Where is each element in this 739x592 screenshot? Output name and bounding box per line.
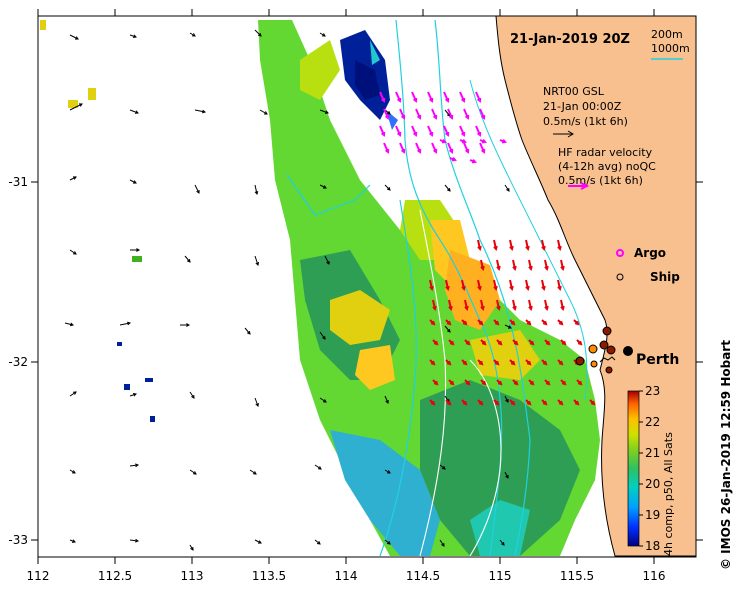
colorbar-tick-labels: 18 19 20 21 22 23 bbox=[645, 384, 660, 553]
x-tick-label: 114 bbox=[335, 569, 358, 583]
colorbar-ticks bbox=[639, 390, 643, 547]
colorbar-tick-label: 21 bbox=[645, 446, 660, 460]
current-vectors-scale: 0.5m/s (1kt 6h) bbox=[543, 115, 628, 128]
perth-label: Perth bbox=[636, 352, 679, 368]
colorbar-tick-label: 20 bbox=[645, 477, 660, 491]
isobath-lines bbox=[286, 19, 531, 557]
x-tick-label: 112 bbox=[27, 569, 50, 583]
hf-radar-vectors bbox=[379, 91, 507, 164]
land-australia bbox=[495, 16, 696, 557]
x-tick-label: 112.5 bbox=[98, 569, 132, 583]
x-tick-label: 113.5 bbox=[252, 569, 286, 583]
x-tick-label: 113 bbox=[181, 569, 204, 583]
plot-frame bbox=[37, 15, 697, 558]
axis-ticks bbox=[31, 9, 703, 564]
footer-credit: © IMOS 26-Jan-2019 12:59 Hobart bbox=[719, 340, 733, 570]
current-vectors-label: NRT00 GSL bbox=[543, 85, 605, 98]
perth-coast-mark bbox=[599, 356, 616, 363]
x-tick-label: 116 bbox=[643, 569, 666, 583]
hf-radar-vectors-red bbox=[429, 239, 596, 406]
x-tick-label: 114.5 bbox=[406, 569, 440, 583]
colorbar-tick-label: 19 bbox=[645, 508, 660, 522]
colorbar bbox=[627, 390, 640, 547]
colorbar-tick-label: 18 bbox=[645, 539, 660, 553]
x-tick-label: 115.5 bbox=[560, 569, 594, 583]
x-axis-labels: 112 112.5 113 113.5 114 114.5 115 115.5 … bbox=[27, 569, 666, 583]
argo-legend-label: Argo bbox=[634, 246, 666, 260]
current-vectors-date: 21-Jan 00:00Z bbox=[543, 100, 622, 113]
colorbar-tick-label: 23 bbox=[645, 384, 660, 398]
y-tick-label: -33 bbox=[8, 533, 28, 547]
x-tick-label: 115 bbox=[489, 569, 512, 583]
scale-200m-label: 200m bbox=[651, 28, 683, 41]
y-axis-labels: -31 -32 -33 bbox=[8, 175, 28, 547]
map-plot-area bbox=[38, 16, 696, 557]
colorbar-tick-label: 22 bbox=[645, 415, 660, 429]
current-vectors bbox=[64, 29, 512, 551]
ship-markers bbox=[575, 326, 633, 374]
hf-radar-label: HF radar velocity bbox=[558, 146, 653, 159]
y-tick-label: -32 bbox=[8, 355, 28, 369]
ship-marker-icon bbox=[616, 273, 624, 281]
ship-legend-label: Ship bbox=[650, 270, 680, 284]
scale-1000m-label: 1000m bbox=[651, 42, 690, 55]
map-title: 21-Jan-2019 20Z bbox=[510, 32, 630, 47]
hf-radar-detail: (4-12h avg) noQC bbox=[558, 160, 656, 173]
sst-field bbox=[40, 20, 600, 556]
argo-marker-icon bbox=[616, 249, 624, 257]
y-tick-label: -31 bbox=[8, 175, 28, 189]
hf-radar-scale: 0.5m/s (1kt 6h) bbox=[558, 174, 643, 187]
colorbar-title: 4h comp, p50, All Sats bbox=[662, 432, 675, 556]
